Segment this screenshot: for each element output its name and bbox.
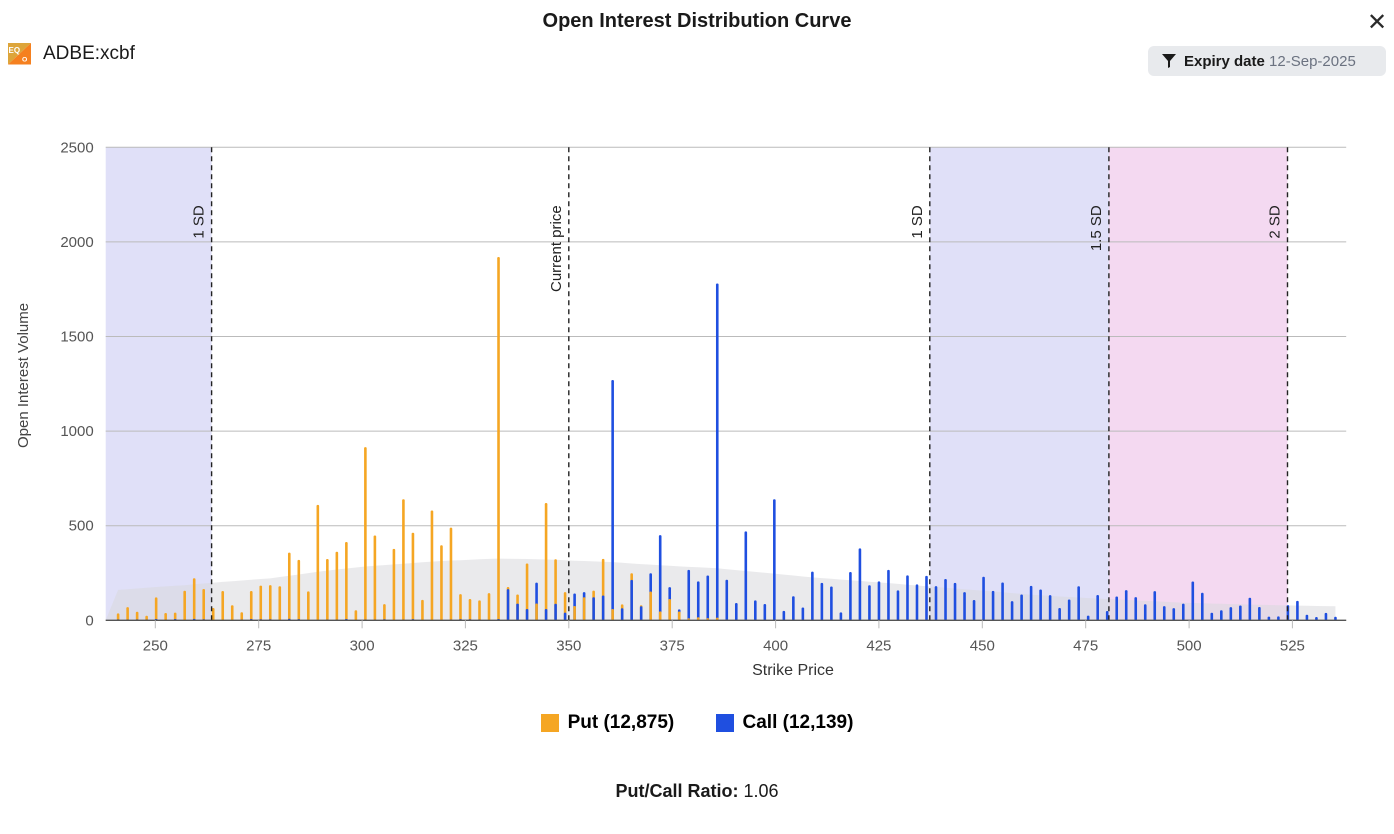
svg-text:1000: 1000 [60,423,93,440]
svg-text:350: 350 [556,637,581,654]
svg-text:0: 0 [85,612,93,629]
svg-text:500: 500 [69,518,94,535]
svg-text:1 SD: 1 SD [191,205,208,239]
svg-text:475: 475 [1073,637,1098,654]
svg-text:375: 375 [660,637,685,654]
svg-text:2000: 2000 [60,234,93,251]
svg-text:1.5 SD: 1.5 SD [1088,205,1105,251]
svg-text:425: 425 [866,637,891,654]
svg-text:1 SD: 1 SD [909,205,926,239]
svg-text:250: 250 [143,637,168,654]
svg-text:300: 300 [350,637,375,654]
svg-text:2 SD: 2 SD [1267,205,1284,239]
svg-text:400: 400 [763,637,788,654]
svg-text:O: O [22,57,27,64]
svg-text:325: 325 [453,637,478,654]
svg-text:500: 500 [1177,637,1202,654]
svg-text:2500: 2500 [60,139,93,156]
svg-text:Current price: Current price [548,205,565,292]
svg-text:275: 275 [246,637,271,654]
svg-text:1500: 1500 [60,329,93,346]
svg-text:525: 525 [1280,637,1305,654]
svg-text:450: 450 [970,637,995,654]
svg-text:EQ: EQ [9,46,21,55]
